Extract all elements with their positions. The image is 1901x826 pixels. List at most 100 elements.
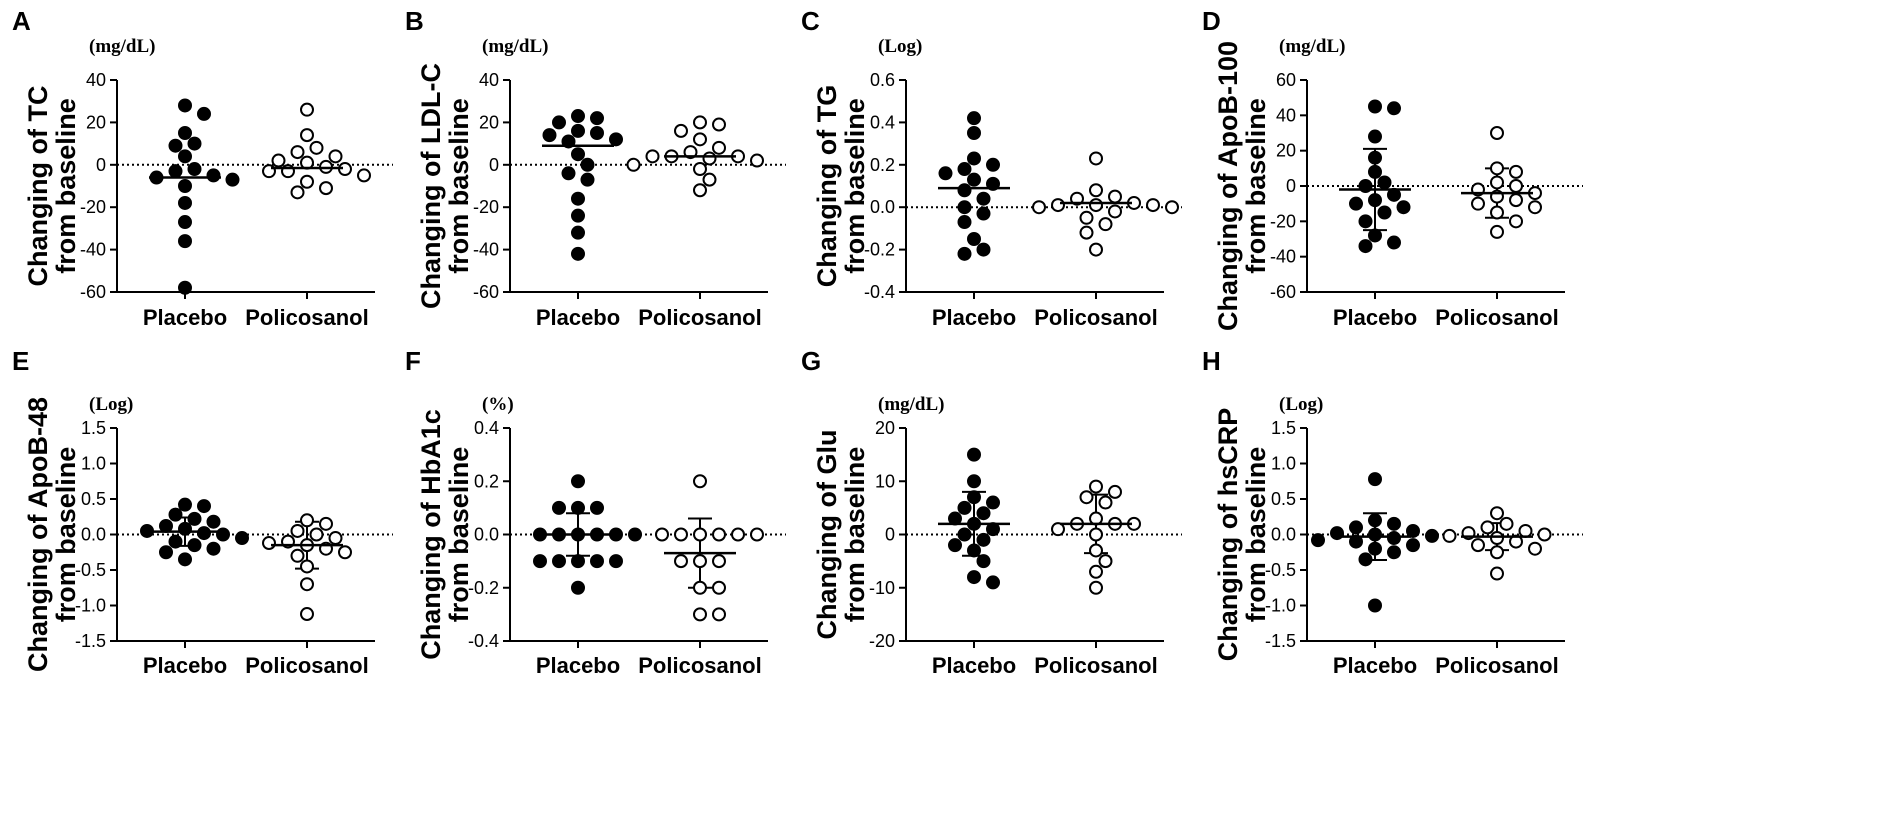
data-point-policosanol xyxy=(328,531,343,546)
data-point-placebo xyxy=(178,149,192,164)
data-point-policosanol xyxy=(1471,196,1485,211)
data-point-placebo xyxy=(1368,513,1382,528)
category-label-placebo: Placebo xyxy=(143,305,227,330)
data-point-policosanol xyxy=(693,132,707,147)
data-point-placebo xyxy=(1368,228,1382,243)
data-point-placebo xyxy=(1368,472,1382,487)
unit-label: (Log) xyxy=(878,36,922,57)
y-axis-label-2: from baseline xyxy=(444,98,474,274)
data-point-placebo xyxy=(976,191,991,206)
y-axis-label: Changing of Glu xyxy=(812,430,842,640)
y-tick-label: -20 xyxy=(80,197,106,217)
panel-letter: B xyxy=(405,6,424,36)
data-point-policosanol xyxy=(645,149,660,164)
y-tick-label: 20 xyxy=(479,112,499,132)
data-point-placebo xyxy=(1368,150,1382,165)
y-tick-label: 60 xyxy=(1276,70,1296,90)
data-point-placebo xyxy=(967,490,981,505)
data-point-placebo xyxy=(957,500,972,515)
y-tick-label: -10 xyxy=(869,578,895,598)
data-point-placebo xyxy=(178,552,192,567)
data-point-policosanol xyxy=(290,185,305,200)
data-point-policosanol xyxy=(702,151,717,166)
data-point-placebo xyxy=(178,195,192,210)
data-point-policosanol xyxy=(1480,520,1495,535)
data-point-policosanol xyxy=(674,527,688,542)
data-point-placebo xyxy=(178,179,192,193)
data-point-policosanol xyxy=(1051,198,1065,213)
data-point-policosanol xyxy=(309,527,324,542)
panel-letter: D xyxy=(1202,6,1221,36)
y-tick-label: -60 xyxy=(1270,282,1296,302)
y-tick-label: 0 xyxy=(1286,176,1296,196)
category-label-placebo: Placebo xyxy=(932,305,1016,330)
y-axis-label-2: from baseline xyxy=(1241,447,1271,623)
data-point-policosanol xyxy=(290,523,305,538)
data-point-placebo xyxy=(571,208,585,223)
data-point-placebo xyxy=(235,531,249,546)
y-tick-label: 0.0 xyxy=(474,525,499,545)
data-point-policosanol xyxy=(702,172,717,187)
data-point-placebo xyxy=(178,215,192,230)
data-point-placebo xyxy=(590,554,604,569)
data-point-placebo xyxy=(967,126,981,140)
data-point-policosanol xyxy=(300,607,314,622)
category-label-policosanol: Policosanol xyxy=(245,653,368,678)
data-point-placebo xyxy=(225,172,240,187)
data-point-placebo xyxy=(1349,196,1363,211)
y-tick-label: -40 xyxy=(1270,247,1296,267)
y-tick-label: 0.6 xyxy=(870,70,895,90)
data-point-placebo xyxy=(552,500,566,515)
data-point-placebo xyxy=(967,151,981,166)
data-point-policosanol xyxy=(712,140,726,155)
data-point-placebo xyxy=(178,521,192,536)
data-point-policosanol xyxy=(750,527,764,542)
data-point-policosanol xyxy=(1098,217,1113,232)
y-tick-label: -40 xyxy=(473,240,499,260)
data-point-placebo xyxy=(1406,523,1420,538)
y-tick-label: 0 xyxy=(489,155,499,175)
data-point-policosanol xyxy=(1089,151,1103,166)
data-point-placebo xyxy=(571,109,585,124)
data-point-policosanol xyxy=(300,577,314,592)
data-point-policosanol xyxy=(1079,225,1094,240)
data-point-policosanol xyxy=(1490,175,1504,190)
y-tick-label: -0.5 xyxy=(1265,560,1296,580)
data-point-placebo xyxy=(1368,541,1382,556)
y-axis-label-2: from baseline xyxy=(840,447,870,623)
data-point-placebo xyxy=(168,507,183,522)
data-point-policosanol xyxy=(1518,523,1533,538)
y-tick-label: 0 xyxy=(96,155,106,175)
data-point-policosanol xyxy=(1146,198,1160,213)
data-point-placebo xyxy=(967,543,981,558)
y-tick-label: 0.2 xyxy=(870,155,895,175)
data-point-placebo xyxy=(187,136,202,151)
y-tick-label: 1.0 xyxy=(81,454,106,474)
y-tick-label: -0.4 xyxy=(468,631,499,651)
data-point-placebo xyxy=(1387,531,1401,546)
data-point-policosanol xyxy=(1089,198,1103,213)
data-point-placebo xyxy=(168,534,183,549)
data-point-placebo xyxy=(187,162,202,177)
data-point-policosanol xyxy=(750,153,764,168)
category-label-policosanol: Policosanol xyxy=(1034,305,1157,330)
y-tick-label: 20 xyxy=(875,418,895,438)
category-label-policosanol: Policosanol xyxy=(1034,653,1157,678)
data-point-placebo xyxy=(967,447,981,462)
data-point-placebo xyxy=(178,126,192,140)
data-point-placebo xyxy=(957,183,972,198)
y-tick-label: 40 xyxy=(479,70,499,90)
data-point-placebo xyxy=(168,164,183,179)
panel-letter: H xyxy=(1202,346,1221,376)
data-point-policosanol xyxy=(1089,183,1103,198)
y-tick-label: -0.4 xyxy=(864,282,895,302)
data-point-placebo xyxy=(197,499,211,514)
data-point-policosanol xyxy=(1098,495,1113,510)
data-point-placebo xyxy=(1377,175,1392,190)
data-point-placebo xyxy=(178,280,192,295)
y-tick-label: -40 xyxy=(80,240,106,260)
data-point-policosanol xyxy=(300,128,314,143)
data-point-placebo xyxy=(159,518,173,533)
y-tick-label: 0.5 xyxy=(81,489,106,509)
